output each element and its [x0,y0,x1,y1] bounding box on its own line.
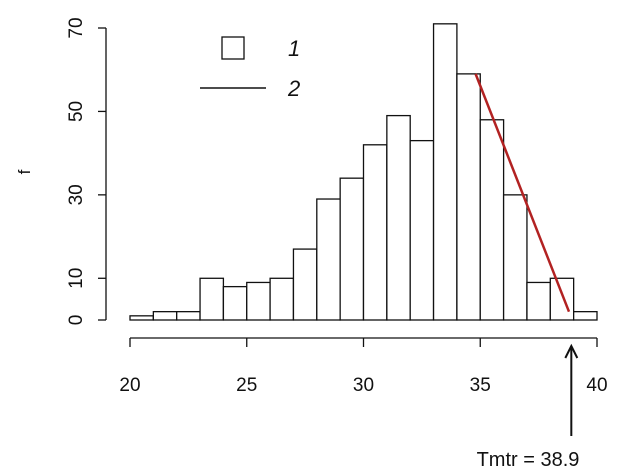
histogram-bar [316,198,341,321]
histogram-bar [549,277,575,321]
y-tick-label: 70 [66,17,87,38]
annotation-label: Tmtr = 38.9 [477,449,580,471]
histogram-bar [176,311,201,321]
histogram-bar [456,73,481,321]
x-tick-label: 35 [470,375,491,396]
y-axis: 0 10 30 50 70 [66,17,107,325]
histogram-bar [362,144,388,321]
histogram-bars [129,23,598,321]
histogram-bar [152,311,178,321]
y-tick-label: 10 [66,268,87,289]
y-tick-label: 30 [66,184,87,205]
histogram-bar [409,139,435,321]
x-tick-label: 30 [353,375,374,396]
x-ticks: 20 25 30 35 40 [119,338,608,396]
legend: 1 2 [200,36,300,101]
histogram-bar [339,177,365,321]
x-tick-label: 25 [236,375,257,396]
legend-label-2: 2 [287,76,300,101]
y-axis-title: f [15,169,34,174]
histogram-bar [432,23,458,321]
annotation-arrowhead [564,343,579,359]
histogram-bar [479,119,505,321]
histogram-bar [246,281,271,321]
x-tick-label: 20 [119,375,140,396]
histogram-bar [502,194,528,321]
legend-box-symbol [221,36,245,60]
histogram-bar [573,311,598,321]
y-ticks: 0 10 30 50 70 [66,17,106,325]
histogram-bar [129,315,155,321]
fit-line [474,73,571,313]
histogram-bar [199,277,225,321]
histogram-bar [222,285,248,321]
legend-label-1: 1 [288,36,300,61]
histogram-bar [292,248,318,321]
histogram-bar [526,281,551,321]
histogram-bar [269,277,295,321]
histogram-bar [386,114,411,321]
y-tick-label: 0 [66,315,87,326]
x-tick-label: 40 [586,375,607,396]
y-tick-label: 50 [66,101,87,122]
annotation: Tmtr = 38.9 [477,343,580,471]
x-axis: 20 25 30 35 40 [119,337,608,396]
